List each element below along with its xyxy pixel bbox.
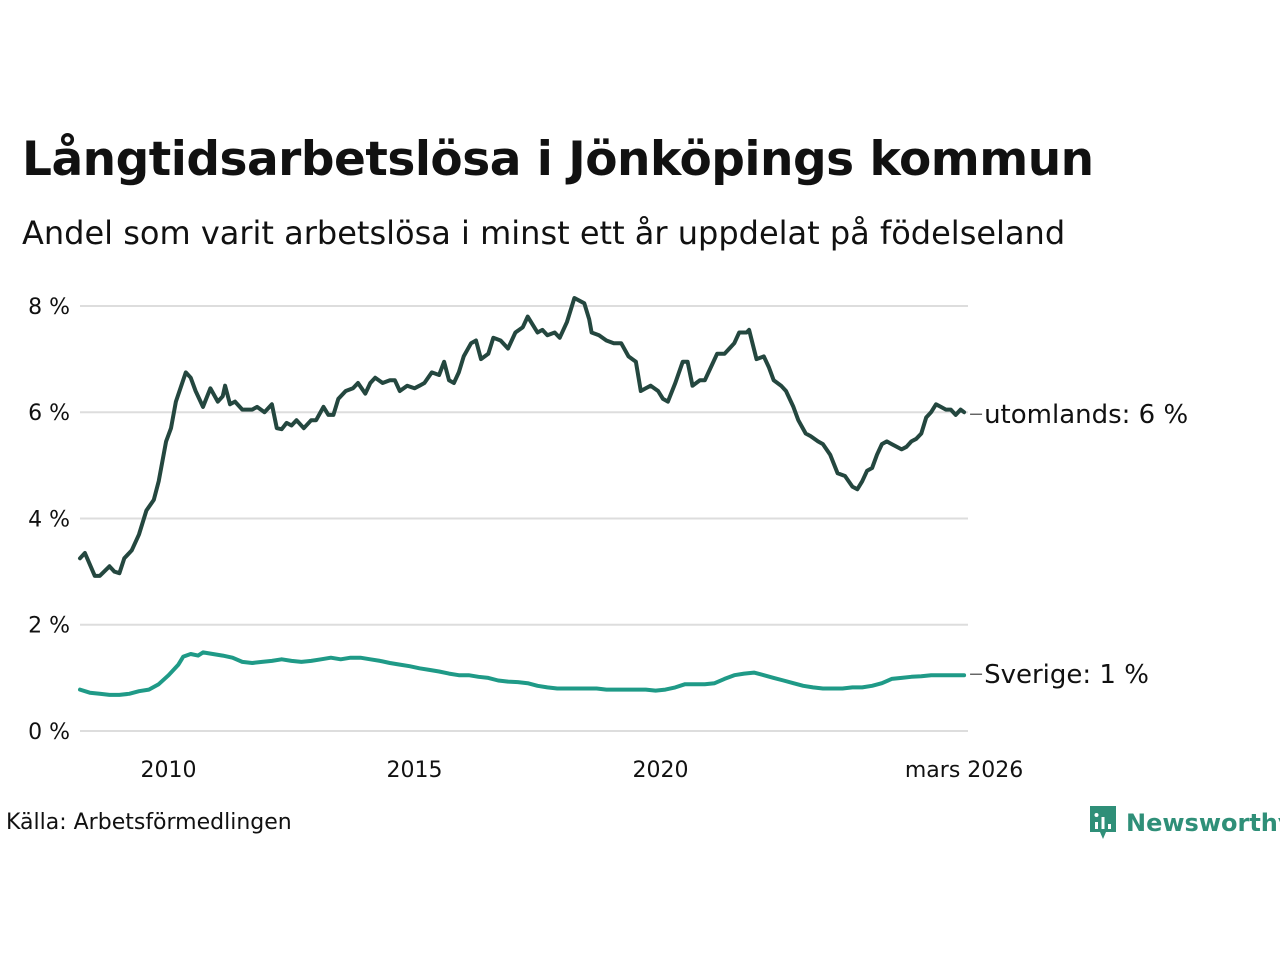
series-line-sverige bbox=[78, 650, 967, 697]
newsworthy-logo-icon bbox=[1090, 806, 1116, 839]
y-tick-label: 4 % bbox=[28, 507, 70, 532]
brand-logo: Newsworthy bbox=[1088, 803, 1280, 843]
x-tick-label: mars 2026 bbox=[905, 758, 1023, 783]
x-tick-label: 2010 bbox=[141, 758, 197, 783]
source-note: Källa: Arbetsförmedlingen bbox=[6, 810, 292, 835]
x-tick-label: 2020 bbox=[633, 758, 689, 783]
brand-name: Newsworthy bbox=[1126, 809, 1280, 837]
y-tick-label: 8 % bbox=[28, 295, 70, 320]
chart-title: Långtidsarbetslösa i Jönköpings kommun bbox=[22, 132, 1094, 187]
series-line-utomlands bbox=[78, 296, 967, 578]
y-tick-label: 2 % bbox=[28, 614, 70, 639]
y-tick-label: 0 % bbox=[28, 720, 70, 745]
end-label-utomlands: utomlands: 6 % bbox=[984, 400, 1188, 430]
chart-subtitle: Andel som varit arbetslösa i minst ett å… bbox=[22, 214, 1066, 252]
x-tick-label: 2015 bbox=[387, 758, 443, 783]
end-label-sverige: Sverige: 1 % bbox=[984, 660, 1149, 690]
y-tick-label: 6 % bbox=[28, 401, 70, 426]
